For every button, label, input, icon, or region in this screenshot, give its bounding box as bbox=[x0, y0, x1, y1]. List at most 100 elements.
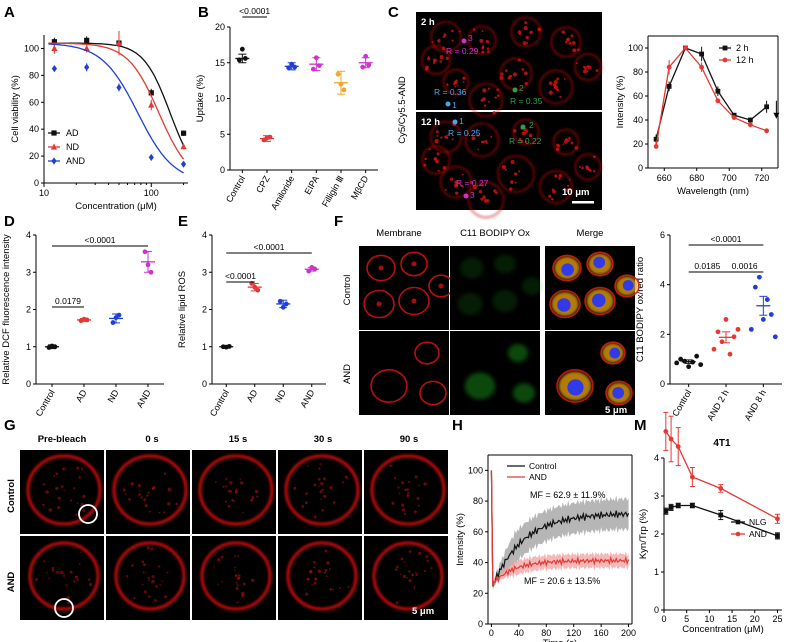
cytosol-speck bbox=[307, 578, 310, 581]
puncta bbox=[455, 80, 458, 83]
cell-outline bbox=[512, 118, 540, 146]
cytosol-speck bbox=[401, 508, 406, 512]
recovery-line-Control bbox=[490, 470, 630, 587]
arrow-head bbox=[773, 112, 780, 119]
cytosol-speck bbox=[215, 481, 217, 483]
panel-letter-c: C bbox=[388, 4, 399, 21]
membrane-dot bbox=[411, 261, 417, 267]
cytosol-speck bbox=[89, 582, 93, 587]
data-point-ND bbox=[115, 39, 123, 46]
cytosol-speck bbox=[80, 502, 84, 507]
puncta bbox=[427, 57, 431, 61]
puncta bbox=[554, 174, 558, 178]
puncta bbox=[522, 41, 527, 46]
cytosol-speck bbox=[309, 570, 313, 574]
bodipy-signal bbox=[512, 383, 536, 403]
cytosol-speck bbox=[224, 500, 228, 503]
x-tick-label: 120 bbox=[566, 628, 581, 638]
cytosol-speck bbox=[407, 491, 410, 494]
cytosol-speck bbox=[158, 511, 161, 514]
cytosol-speck bbox=[239, 478, 242, 480]
legend-label: AND bbox=[66, 156, 86, 166]
puncta bbox=[439, 60, 442, 63]
cell-outline bbox=[468, 82, 504, 118]
category-label: AD bbox=[245, 388, 260, 404]
puncta bbox=[524, 81, 528, 86]
puncta bbox=[431, 40, 434, 43]
cytosol-speck bbox=[391, 501, 395, 505]
cytosol-speck bbox=[229, 481, 233, 485]
membrane-ring bbox=[398, 286, 430, 316]
y-tick-label: 40 bbox=[29, 124, 39, 134]
cytosol-speck bbox=[234, 574, 238, 578]
cytosol-speck bbox=[124, 493, 127, 496]
f-col-bodipy: C11 BODIPY Ox bbox=[460, 228, 530, 239]
cytosol-speck bbox=[152, 487, 155, 491]
puncta bbox=[564, 138, 569, 142]
y-tick-label: 0 bbox=[26, 379, 31, 389]
cytosol-speck bbox=[236, 576, 241, 581]
data-point-AND bbox=[84, 63, 90, 71]
cytosol-speck bbox=[305, 592, 309, 596]
cytosol-speck bbox=[324, 549, 328, 553]
puncta bbox=[566, 188, 571, 193]
category-label: AND bbox=[135, 388, 153, 410]
cytosol-speck bbox=[235, 581, 238, 584]
cell-membrane bbox=[200, 541, 272, 611]
cell-outline bbox=[467, 181, 505, 219]
cytosol-speck bbox=[344, 475, 348, 479]
puncta bbox=[451, 39, 454, 42]
bodipy-signal bbox=[521, 277, 543, 295]
y-axis-title: Cell viability (%) bbox=[10, 75, 21, 143]
cytosol-speck bbox=[143, 590, 147, 594]
cytosol-speck bbox=[59, 570, 64, 575]
puncta bbox=[565, 41, 568, 44]
data-point bbox=[277, 298, 283, 304]
cytosol-speck bbox=[251, 496, 255, 499]
cell-outline bbox=[464, 122, 500, 158]
puncta bbox=[583, 69, 587, 74]
cytosol-speck bbox=[397, 486, 400, 489]
g-tile bbox=[364, 450, 448, 534]
puncta bbox=[446, 83, 449, 87]
y-tick-label: 3 bbox=[202, 267, 207, 277]
cytosol-speck bbox=[328, 567, 331, 570]
cytosol-speck bbox=[167, 502, 171, 506]
cytosol-speck bbox=[413, 588, 416, 590]
chart-a-cell-viability: 0 20 40 60 80 100 10 100 Concentration (μM) Cell … bbox=[10, 30, 188, 212]
cytosol-speck bbox=[425, 555, 429, 558]
y-axis-title: Intensity (%) bbox=[455, 513, 466, 566]
y-tick-label: 10 bbox=[215, 94, 225, 104]
data-point bbox=[756, 274, 762, 280]
p-value-label: <0.0001 bbox=[254, 242, 285, 252]
membrane-ring bbox=[605, 380, 633, 406]
c-bottom-point-2-r: R = 0.22 bbox=[509, 136, 542, 146]
cytosol-speck bbox=[74, 575, 77, 578]
c-bottom-point-2 bbox=[520, 124, 526, 130]
cytosol-speck bbox=[150, 547, 154, 551]
data-point bbox=[715, 98, 721, 104]
cell-membrane bbox=[286, 541, 358, 611]
puncta bbox=[423, 163, 427, 167]
puncta bbox=[436, 152, 440, 156]
cytosol-speck bbox=[55, 472, 59, 475]
puncta bbox=[586, 65, 590, 69]
c-scale-bar bbox=[572, 201, 594, 204]
c-top-point-2 bbox=[512, 87, 518, 93]
puncta bbox=[444, 188, 447, 191]
cytosol-speck bbox=[323, 571, 327, 574]
cytosol-speck bbox=[413, 510, 417, 514]
data-point-ND bbox=[148, 101, 155, 108]
cytosol-speck bbox=[137, 484, 141, 487]
cytosol-speck bbox=[65, 584, 68, 587]
cytosol-speck bbox=[399, 573, 402, 575]
puncta bbox=[518, 32, 522, 36]
nucleus bbox=[612, 386, 625, 399]
y-tick-label: 0 bbox=[34, 178, 39, 188]
cytosol-speck bbox=[394, 568, 398, 571]
puncta bbox=[478, 189, 483, 194]
cytosol-speck bbox=[69, 570, 73, 574]
data-point bbox=[764, 297, 770, 302]
spectrum-line-12 h bbox=[655, 46, 767, 147]
cytosol-speck bbox=[400, 503, 405, 507]
